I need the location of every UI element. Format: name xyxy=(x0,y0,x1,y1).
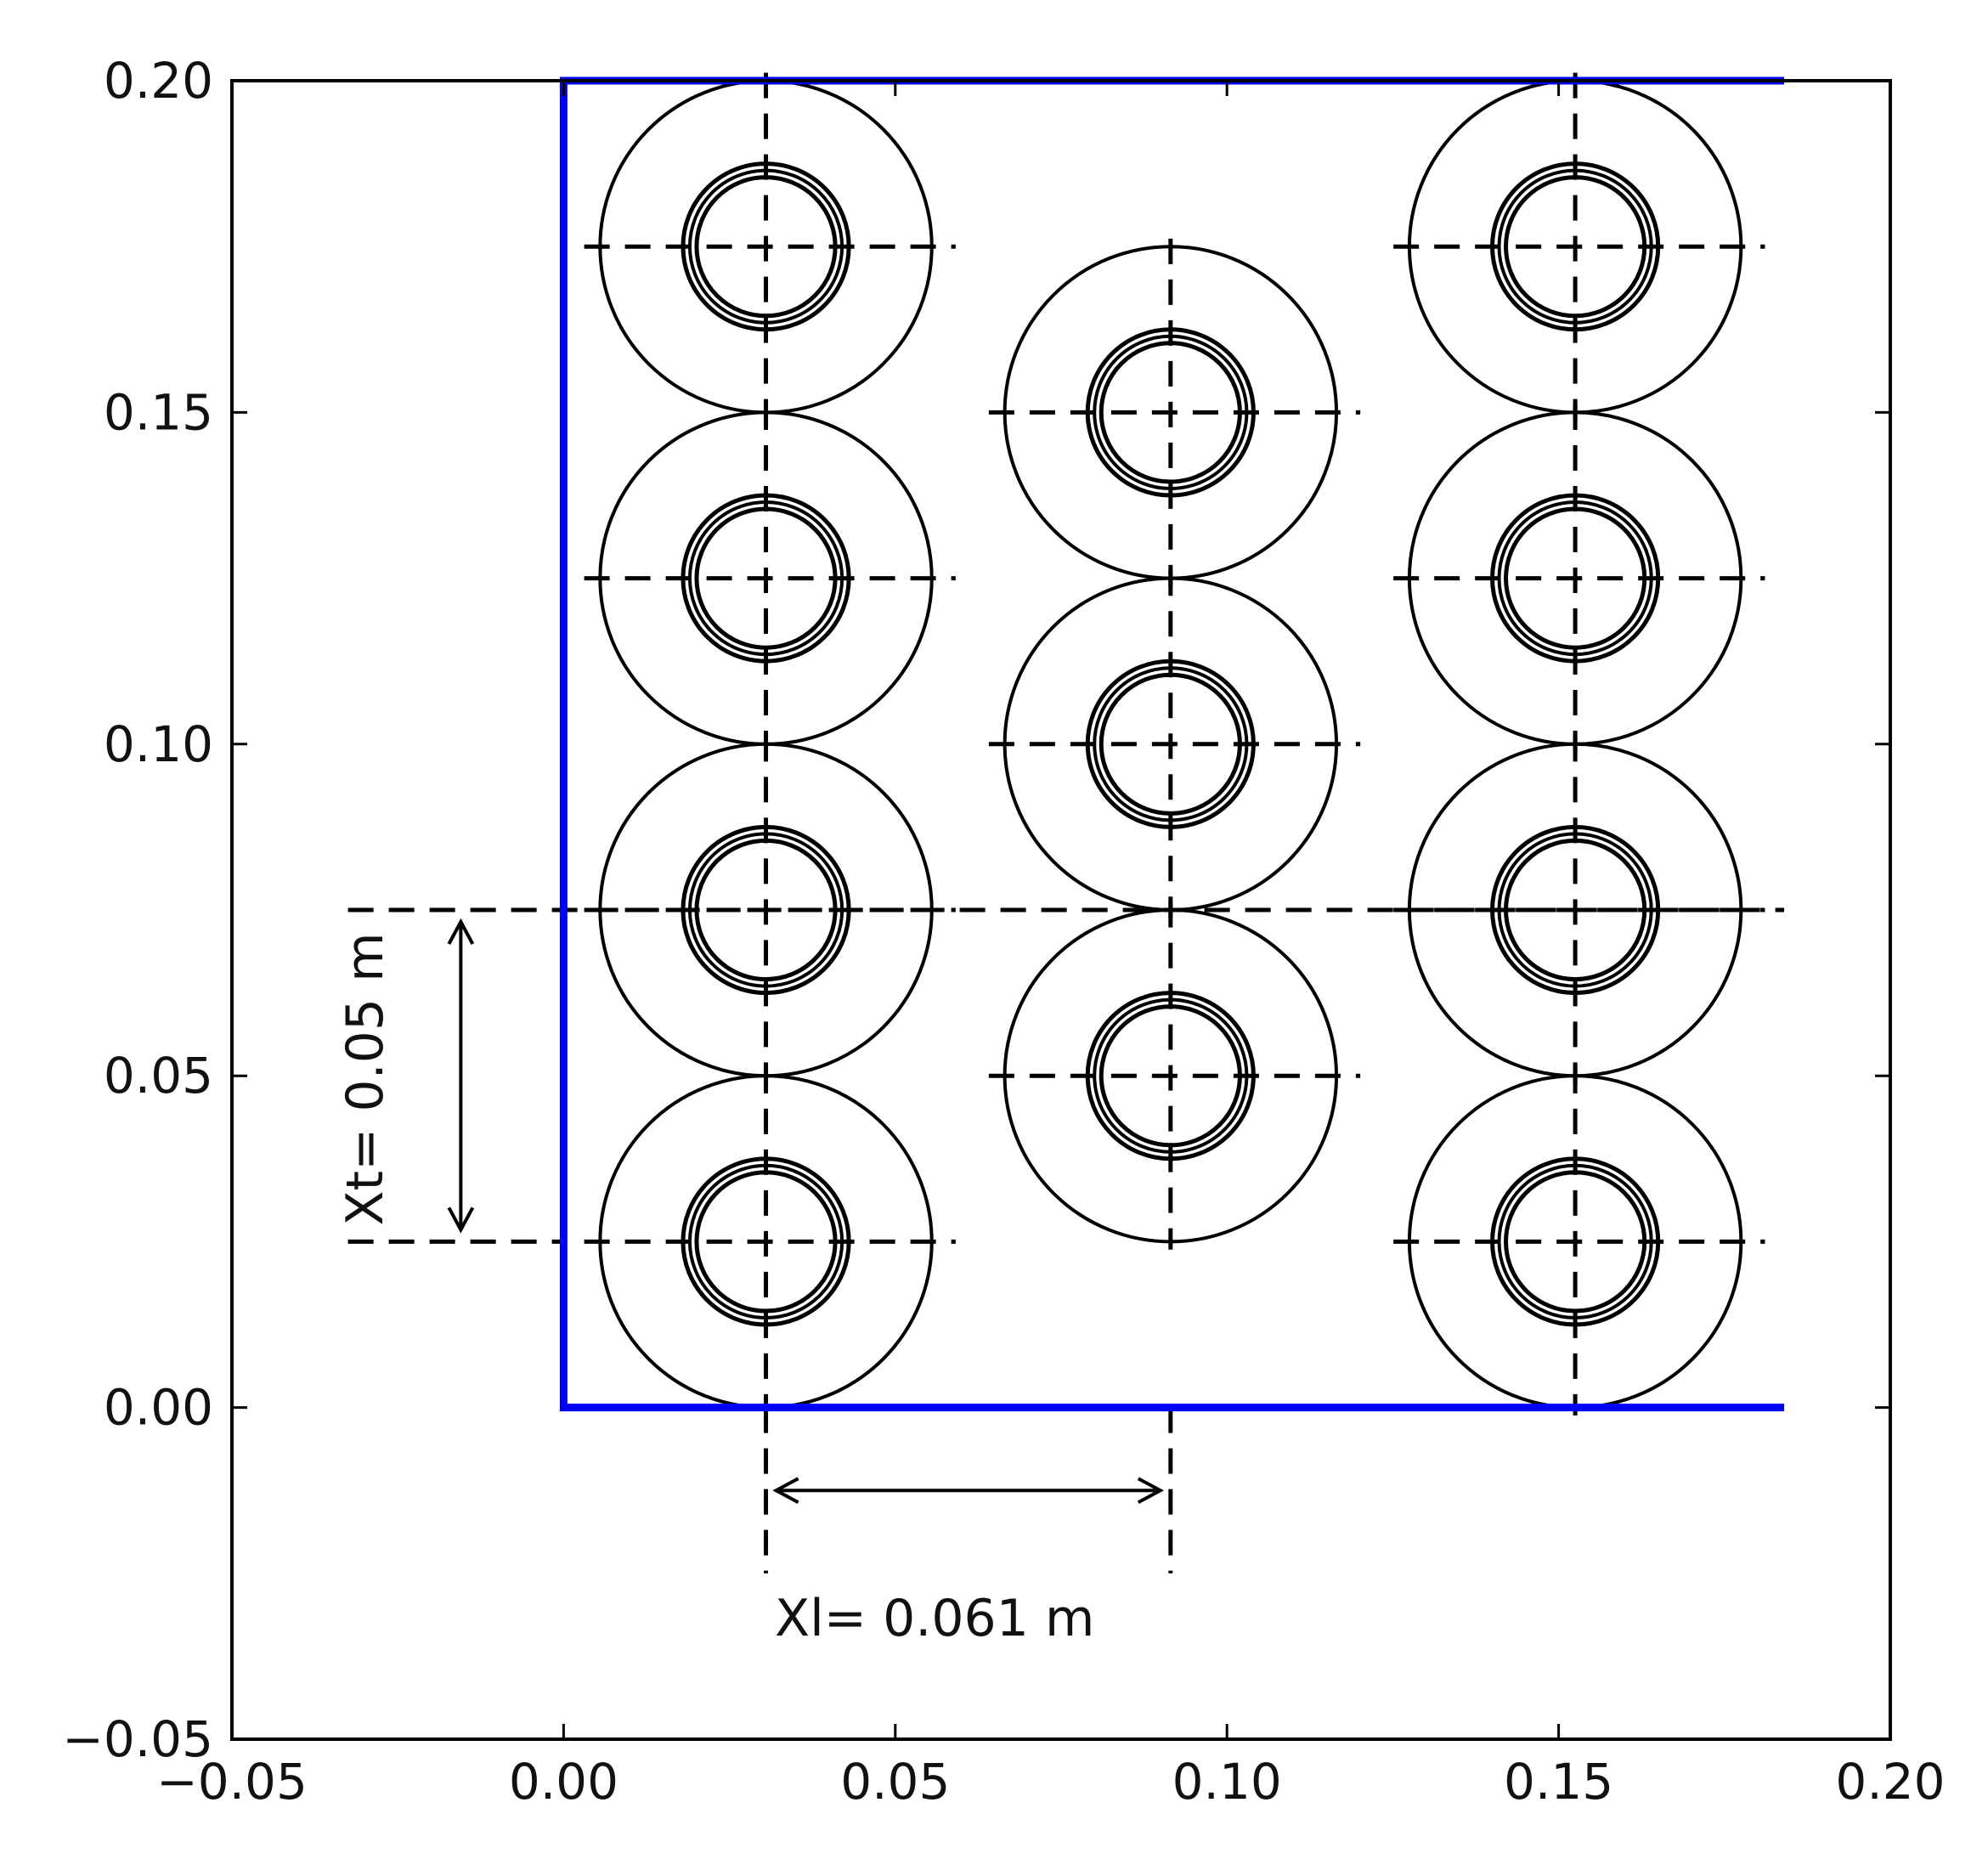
y-tick-label-4: 0.15 xyxy=(104,383,213,441)
pitch-annotations: Xt= 0.05 m Xl= 0.061 m xyxy=(336,918,1165,1648)
tube-ring-6-0 xyxy=(1085,327,1256,498)
x-tick-label-1: 0.00 xyxy=(509,1753,618,1811)
xl-annotation-label: Xl= 0.061 m xyxy=(775,1589,1094,1648)
tube-ring-2-1 xyxy=(687,500,844,657)
tube-ring-10-2 xyxy=(1504,175,1647,319)
tube-ring-2-2 xyxy=(694,506,838,650)
xt-arrow-head-bottom xyxy=(447,1206,475,1234)
xl-arrow-head-right xyxy=(1137,1477,1165,1504)
tube-ring-5-0 xyxy=(1085,658,1256,829)
tube-ring-4-1 xyxy=(1093,997,1249,1154)
xt-arrow-head-top xyxy=(447,918,475,945)
tube-circles xyxy=(681,161,1661,1327)
tube-ring-8-1 xyxy=(1497,832,1653,988)
pitch-guide-lines xyxy=(347,72,1785,1574)
x-tick-label-2: 0.05 xyxy=(840,1753,950,1811)
tube-ring-3-2 xyxy=(694,175,838,319)
tube-ring-6-1 xyxy=(1093,334,1249,490)
tube-ring-9-0 xyxy=(1490,493,1661,664)
xl-arrow-head-left xyxy=(772,1477,799,1504)
y-tick-label-5: 0.20 xyxy=(104,52,213,110)
tube-ring-10-0 xyxy=(1490,161,1661,332)
tube-ring-7-2 xyxy=(1504,1170,1647,1314)
tube-ring-1-2 xyxy=(694,838,838,982)
tube-ring-1-1 xyxy=(687,832,844,988)
plot-axes: −0.05−0.05 0.00 0.00 0.05 0.05 0.10 0.10 0.15 0.… xyxy=(62,52,1945,1811)
y-tick-label-3: 0.10 xyxy=(104,715,213,773)
tube-ring-4-2 xyxy=(1098,1004,1242,1148)
tube-ring-4-0 xyxy=(1085,991,1256,1161)
tube-ring-5-1 xyxy=(1093,666,1249,822)
tube-ring-6-2 xyxy=(1098,341,1242,484)
x-tick-label-4: 0.15 xyxy=(1504,1753,1613,1811)
tube-ring-0-1 xyxy=(687,1163,844,1320)
tube-ring-8-2 xyxy=(1504,838,1647,982)
tube-ring-9-2 xyxy=(1504,506,1647,650)
tube-ring-1-0 xyxy=(681,824,851,996)
x-tick-label-3: 0.10 xyxy=(1172,1753,1282,1811)
tube-ring-0-0 xyxy=(681,1156,851,1327)
tube-ring-3-1 xyxy=(687,168,844,325)
tube-ring-7-1 xyxy=(1497,1163,1653,1320)
x-tick-label-0: −0.05 xyxy=(156,1753,308,1811)
y-tick-label-2: 0.05 xyxy=(104,1047,213,1105)
fin-circles xyxy=(598,79,1743,1410)
tube-ring-9-1 xyxy=(1497,500,1653,657)
tube-ring-2-0 xyxy=(681,493,851,664)
x-tick-label-5: 0.20 xyxy=(1835,1753,1945,1811)
tube-ring-7-0 xyxy=(1490,1156,1661,1327)
tube-ring-5-2 xyxy=(1098,672,1242,816)
xt-annotation-label: Xt= 0.05 m xyxy=(336,932,395,1225)
fin-circle-6 xyxy=(1002,245,1339,580)
y-tick-label-1: 0.00 xyxy=(104,1379,213,1437)
tube-ring-0-2 xyxy=(694,1170,838,1314)
y-tick-label-0: −0.05 xyxy=(62,1710,213,1768)
tube-ring-3-0 xyxy=(681,161,851,332)
tube-ring-8-0 xyxy=(1490,824,1661,996)
tube-ring-10-1 xyxy=(1497,168,1653,325)
plot-frame xyxy=(230,79,1892,1741)
